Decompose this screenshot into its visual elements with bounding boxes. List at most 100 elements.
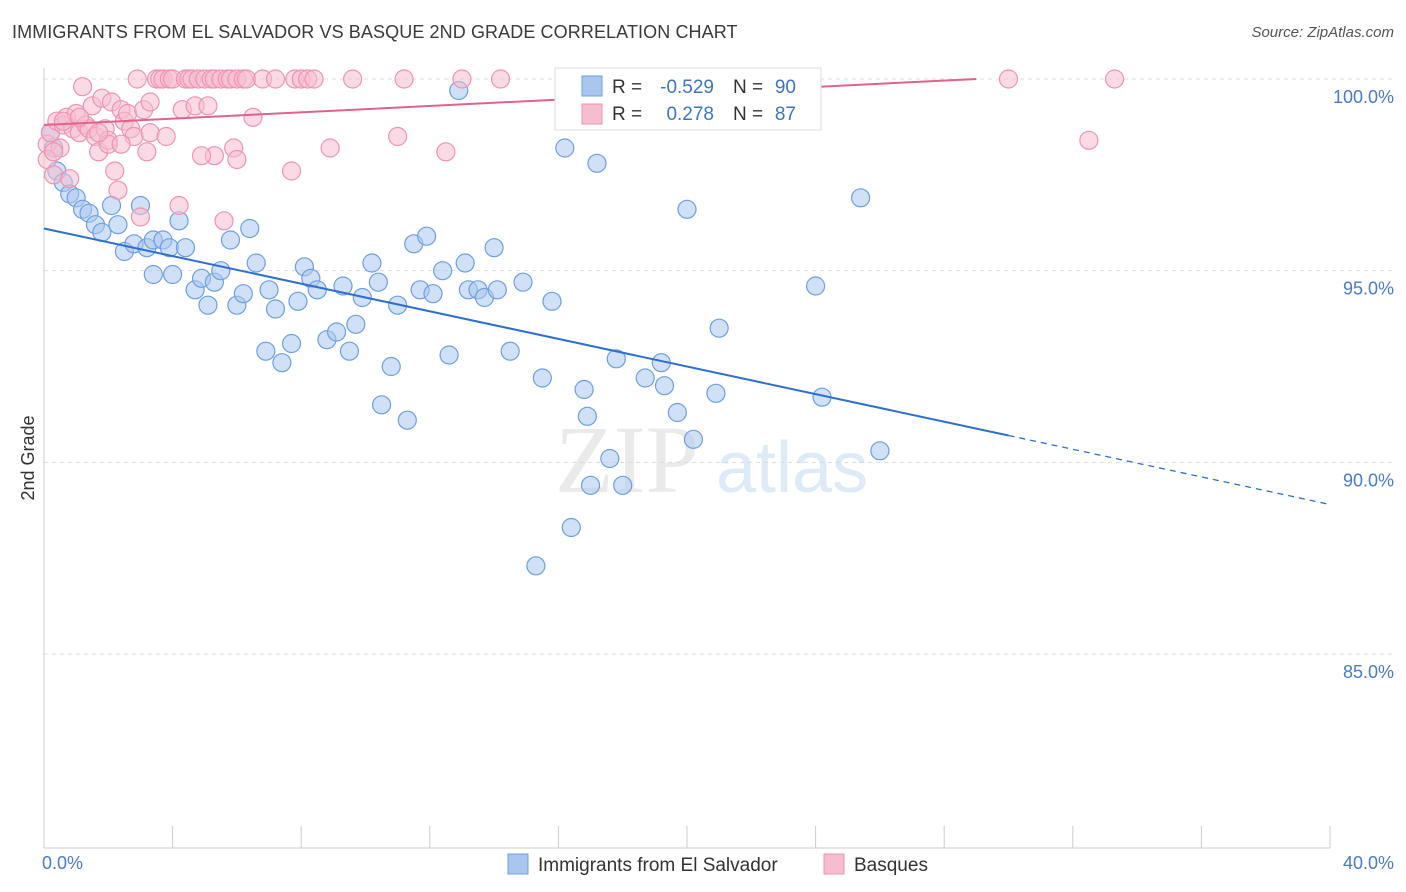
- basques-point-8: [60, 169, 80, 189]
- el-salvador-point-41: [307, 280, 327, 300]
- legend-r-value-1: -0.529: [660, 77, 714, 98]
- el-salvador-point-48: [362, 253, 382, 273]
- x-tick-labels: 0.0% 40.0%: [42, 853, 1394, 873]
- el-salvador-point-85: [677, 199, 697, 219]
- el-salvador-point-86: [683, 429, 704, 449]
- basques-point-37: [156, 126, 176, 147]
- trend-line-el-salvador-extension: [1008, 434, 1331, 506]
- el-salvador-point-72: [555, 138, 575, 158]
- el-salvador-point-65: [484, 238, 504, 258]
- basques-point-67: [320, 138, 340, 158]
- el-salvador-point-38: [288, 291, 308, 311]
- basques-point-52: [214, 211, 234, 231]
- el-salvador-point-67: [500, 341, 520, 361]
- basques-point-84: [53, 111, 73, 131]
- basques-point-72: [452, 69, 472, 89]
- el-salvador-point-25: [198, 295, 218, 315]
- basques-point-68: [343, 69, 363, 89]
- el-salvador-point-20: [163, 264, 183, 285]
- basques-point-70: [394, 69, 414, 89]
- el-salvador-point-34: [259, 280, 279, 300]
- trend-line-el-salvador: [43, 227, 1009, 437]
- el-salvador-point-91: [851, 188, 871, 208]
- series-legend: Immigrants from El Salvador Basques: [507, 853, 928, 876]
- el-salvador-point-53: [397, 410, 417, 430]
- bottom-legend-label-pink: Basques: [854, 855, 928, 876]
- basques-point-73: [490, 69, 511, 89]
- basques-point-83: [44, 142, 64, 162]
- el-salvador-point-84: [667, 402, 687, 423]
- basques-point-33: [140, 123, 160, 143]
- el-salvador-point-68: [513, 272, 533, 292]
- basques-point-74: [998, 69, 1019, 89]
- legend-swatch-blue: [581, 75, 603, 97]
- basques-point-32: [137, 142, 157, 162]
- el-salvador-point-81: [635, 368, 655, 388]
- el-salvador-point-78: [600, 448, 620, 469]
- gridlines: [44, 78, 1394, 655]
- basques-point-12: [72, 77, 93, 97]
- basques-point-66: [304, 69, 324, 89]
- el-salvador-point-58: [433, 261, 453, 281]
- basques-point-40: [169, 195, 189, 216]
- basques-point-23: [108, 180, 128, 200]
- basques-point-85: [69, 107, 89, 127]
- el-salvador-point-61: [455, 253, 475, 273]
- el-salvador-point-35: [265, 299, 286, 319]
- el-salvador-point-43: [326, 322, 347, 342]
- el-salvador-point-80: [613, 475, 633, 495]
- el-salvador-point-76: [580, 475, 601, 495]
- y-tick-labels: 100.0% 95.0% 90.0% 85.0%: [1333, 87, 1394, 682]
- legend-n-value-2: 87: [775, 104, 796, 125]
- basques-point-22: [105, 161, 125, 181]
- basques-point-75: [1079, 130, 1099, 150]
- el-salvador-point-31: [240, 218, 260, 239]
- el-salvador-point-69: [526, 556, 546, 576]
- basques-point-29: [127, 69, 147, 89]
- el-salvador-point-71: [542, 291, 562, 311]
- el-salvador-point-36: [272, 353, 292, 373]
- el-salvador-point-44: [333, 276, 353, 296]
- el-salvador-point-77: [587, 153, 607, 173]
- chart-title: IMMIGRANTS FROM EL SALVADOR VS BASQUE 2N…: [12, 22, 738, 42]
- basques-point-59: [243, 107, 263, 127]
- el-salvador-point-30: [233, 284, 253, 304]
- el-salvador-point-92: [870, 441, 890, 461]
- y-tick-label-100: 100.0%: [1333, 87, 1394, 107]
- y-axis-title: 2nd Grade: [18, 415, 38, 500]
- basques-point-76: [1104, 69, 1125, 89]
- basques-point-61: [265, 69, 286, 89]
- el-salvador-point-51: [381, 356, 401, 377]
- basques-point-81: [89, 123, 109, 143]
- basques-point-30: [130, 207, 151, 227]
- basques-point-79: [191, 146, 212, 166]
- el-salvador-point-57: [423, 284, 443, 304]
- legend-swatch-pink: [581, 103, 603, 125]
- axes: [43, 68, 1331, 849]
- bottom-legend-swatch-pink: [823, 853, 845, 875]
- el-salvador-point-46: [346, 314, 366, 334]
- basques-point-69: [388, 126, 408, 147]
- el-salvador-point-83: [654, 376, 675, 396]
- basques-point-3: [44, 165, 64, 185]
- el-salvador-point-79: [606, 349, 626, 369]
- watermark-zip: ZIP: [555, 406, 699, 513]
- correlation-legend: R = -0.529 N = 90 R = 0.278 N = 87: [554, 67, 822, 131]
- el-salvador-point-70: [532, 368, 552, 388]
- bottom-legend-swatch-blue: [507, 853, 529, 875]
- el-salvador-point-37: [281, 333, 302, 354]
- el-salvador-point-32: [246, 253, 266, 273]
- basques-point-71: [436, 142, 456, 162]
- y-tick-label-95: 95.0%: [1343, 279, 1394, 299]
- el-salvador-point-28: [220, 230, 241, 250]
- basques-point-48: [198, 96, 218, 116]
- chart-source: Source: ZipAtlas.com: [1251, 24, 1394, 41]
- bottom-legend-label-blue: Immigrants from El Salvador: [538, 855, 778, 876]
- el-salvador-point-73: [561, 517, 581, 538]
- watermark: ZIP atlas: [555, 406, 868, 513]
- el-salvador-point-45: [339, 341, 360, 361]
- el-salvador-point-11: [108, 215, 128, 235]
- basques-point-62: [281, 161, 302, 181]
- el-salvador-point-59: [439, 345, 459, 365]
